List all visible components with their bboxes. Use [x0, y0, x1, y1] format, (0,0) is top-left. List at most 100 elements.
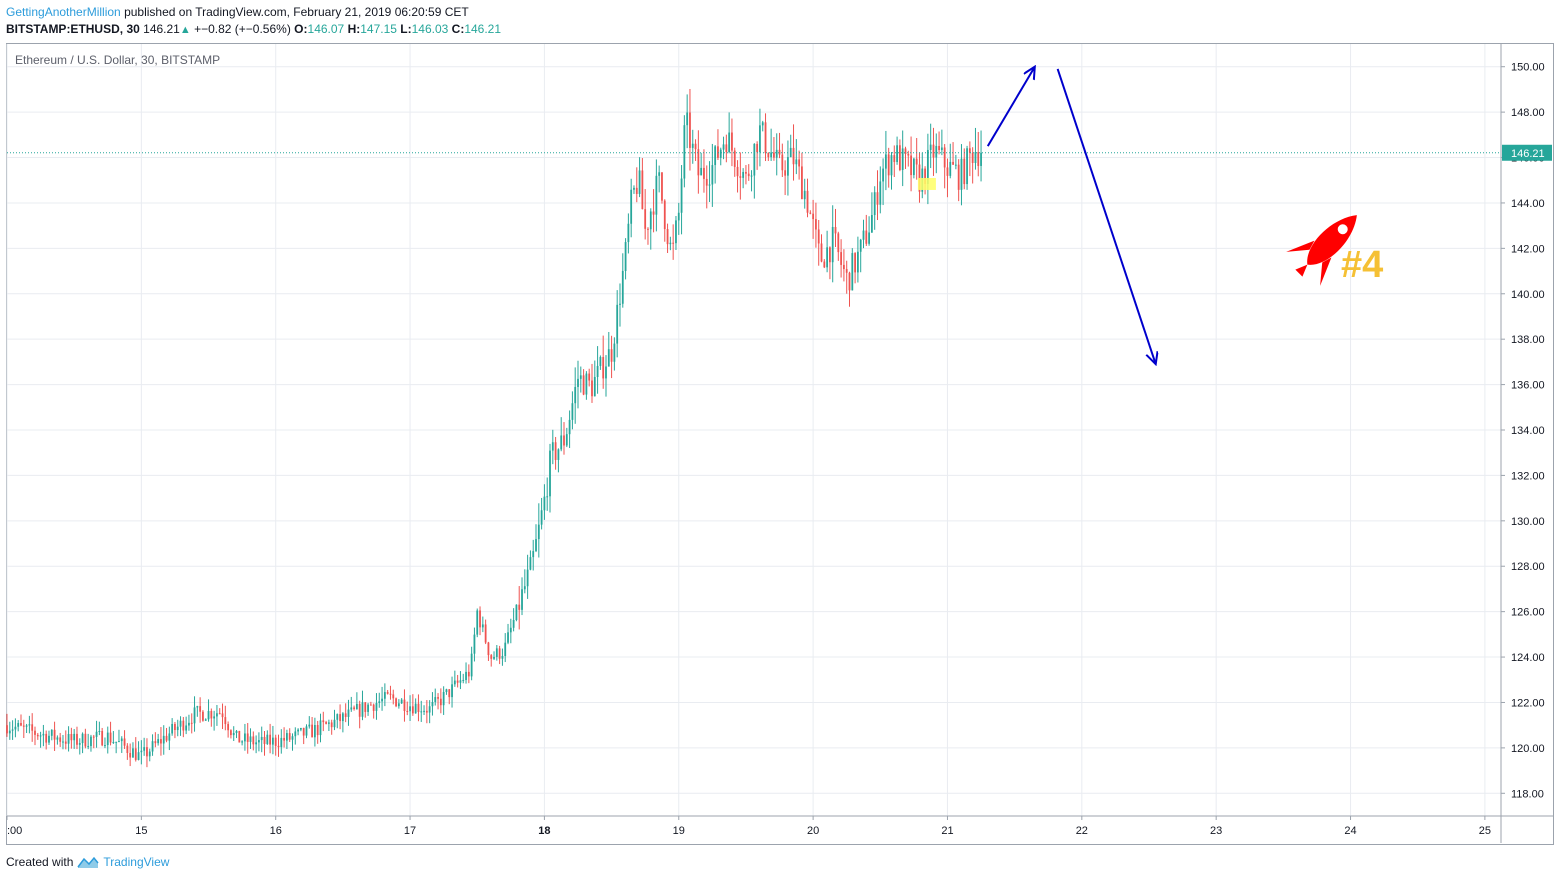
candle-body: [952, 161, 954, 165]
candle-body: [512, 619, 515, 628]
candle-body: [487, 642, 490, 656]
candle-body: [826, 247, 829, 268]
x-tick-label: 17: [404, 825, 416, 837]
candle-body: [689, 112, 691, 148]
candle-body: [661, 172, 663, 201]
candle-body: [856, 251, 859, 273]
candle-body: [456, 680, 459, 683]
candle-body: [154, 741, 157, 744]
candle-body: [241, 741, 244, 743]
candle-body: [759, 125, 761, 153]
candle-body: [104, 745, 106, 747]
annotation-label: #4: [1341, 244, 1383, 286]
candle-body: [641, 170, 644, 210]
candle-body: [224, 717, 227, 725]
candle-body: [795, 159, 798, 165]
candle-body: [39, 735, 42, 737]
candle-body: [151, 741, 154, 752]
candle-body: [781, 154, 784, 171]
candle-body: [784, 170, 787, 176]
candle-body: [904, 148, 907, 154]
candle-body: [53, 729, 56, 740]
candle-body: [327, 722, 330, 724]
candle-body: [78, 743, 81, 745]
tradingview-link[interactable]: TradingView: [103, 855, 170, 869]
candle-body: [62, 741, 64, 743]
candle-body: [680, 178, 683, 213]
candle-body: [6, 725, 8, 734]
candle-body: [551, 442, 554, 451]
candle-body: [554, 442, 557, 460]
candle-body: [311, 724, 313, 738]
candle-body: [179, 720, 182, 727]
candle-body: [509, 627, 512, 633]
candle-body: [59, 737, 62, 742]
candle-body: [414, 703, 417, 714]
candle-body: [361, 702, 364, 717]
candle-body: [207, 710, 210, 720]
x-tick-label: :00: [7, 825, 22, 837]
candle-body: [176, 726, 179, 731]
y-tick-label: 124.00: [1511, 652, 1545, 664]
candle-body: [137, 752, 140, 760]
candle-body: [473, 634, 476, 654]
candle-body: [25, 725, 28, 727]
x-tick-label: 15: [135, 825, 147, 837]
x-tick-label: 18: [538, 825, 550, 837]
candle-body: [451, 684, 453, 698]
rocket-tail: [1295, 264, 1308, 277]
candle-body: [45, 733, 48, 743]
candle-body: [193, 707, 196, 724]
candle-body: [843, 264, 845, 270]
candle-body: [403, 699, 406, 711]
y-tick-label: 126.00: [1511, 607, 1545, 619]
candle-body: [870, 215, 873, 233]
candle-body: [593, 376, 596, 397]
candle-body: [266, 734, 269, 744]
y-tick-label: 136.00: [1511, 380, 1545, 392]
candle-body: [476, 610, 479, 635]
publish-info: GettingAnotherMillion published on Tradi…: [6, 5, 469, 19]
candle-body: [767, 153, 770, 158]
author-link[interactable]: GettingAnotherMillion: [6, 5, 121, 19]
candle-body: [518, 604, 521, 610]
candle-body: [364, 702, 367, 712]
candle-body: [515, 604, 518, 620]
candle-body: [633, 187, 635, 190]
candle-body: [940, 147, 943, 151]
candle-body: [277, 745, 280, 748]
candle-body: [316, 724, 319, 736]
x-tick-label: 19: [673, 825, 685, 837]
drawings-layer: 146.21 #4: [7, 67, 1552, 364]
trend-arrow: [986, 67, 1035, 147]
candle-body: [910, 155, 912, 176]
candle-body: [409, 706, 411, 712]
candle-body: [493, 656, 495, 659]
candle-body: [120, 738, 123, 742]
candle-body: [431, 702, 434, 707]
candle-body: [761, 122, 764, 126]
candle-body: [73, 733, 76, 741]
x-tick-label: 24: [1344, 825, 1356, 837]
candle-body: [112, 741, 115, 743]
candle-body: [64, 741, 67, 744]
candle-body: [302, 727, 305, 736]
candle-body: [739, 176, 742, 178]
candle-body: [725, 144, 728, 153]
candle-body: [764, 122, 767, 154]
high-value: 147.15: [360, 22, 397, 36]
candle-body: [28, 724, 31, 726]
candle-body: [728, 132, 731, 153]
change-value: +−0.82 (+−0.56%): [194, 22, 291, 36]
candle-body: [255, 742, 258, 745]
x-tick-label: 16: [270, 825, 282, 837]
candle-body: [400, 699, 403, 704]
candle-body: [543, 496, 546, 511]
candle-body: [915, 158, 918, 165]
candle-body: [347, 709, 350, 717]
candle-body: [966, 148, 968, 185]
close-value: 146.21: [464, 22, 502, 36]
low-value: 146.03: [411, 22, 449, 36]
y-tick-label: 122.00: [1511, 697, 1545, 709]
